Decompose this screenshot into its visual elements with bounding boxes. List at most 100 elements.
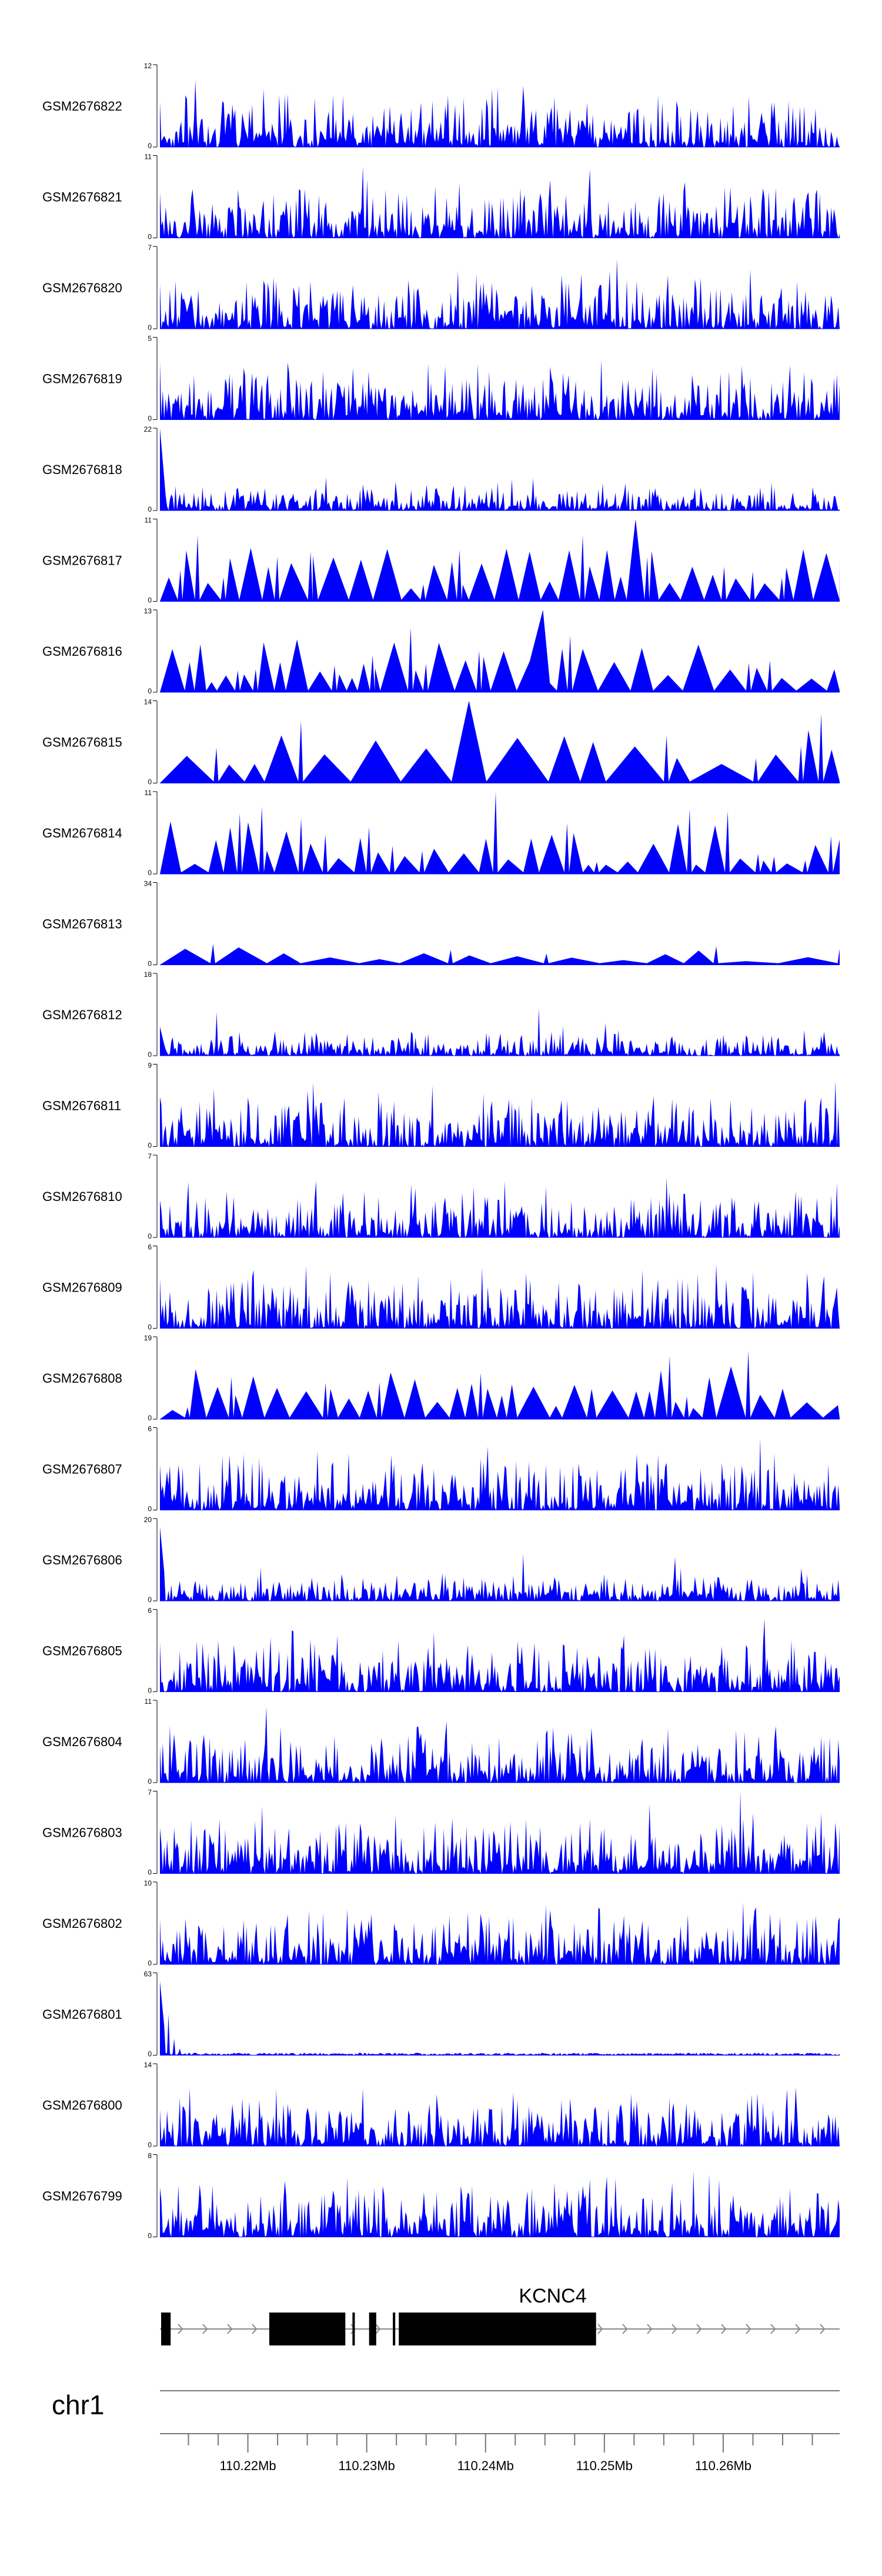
track-GSM2676812: GSM2676812 18 0 xyxy=(42,970,840,1059)
track-GSM2676814: GSM2676814 11 0 xyxy=(42,789,840,877)
y-max-label: 13 xyxy=(144,607,152,615)
track-label: GSM2676809 xyxy=(42,1280,122,1295)
strand-arrow xyxy=(350,2324,356,2334)
track-label: GSM2676819 xyxy=(42,372,122,386)
track-label: GSM2676810 xyxy=(42,1189,122,1204)
track-label: GSM2676815 xyxy=(42,735,122,750)
strand-arrow xyxy=(375,2324,381,2334)
track-GSM2676816: GSM2676816 13 0 xyxy=(42,607,840,695)
exon xyxy=(307,2313,322,2345)
coverage-area xyxy=(160,80,840,147)
track-label: GSM2676817 xyxy=(42,553,122,568)
y-zero-label: 0 xyxy=(148,1777,152,1786)
coverage-area xyxy=(160,1438,840,1510)
strand-arrow xyxy=(671,2324,677,2334)
tick-label: 110.24Mb xyxy=(457,2458,514,2473)
coverage-area xyxy=(160,2171,840,2237)
strand-arrow xyxy=(252,2324,258,2334)
y-max-label: 6 xyxy=(148,1243,152,1252)
track-GSM2676801: GSM2676801 63 0 xyxy=(42,1970,840,2058)
coverage-area xyxy=(160,1981,840,2056)
y-zero-label: 0 xyxy=(148,233,152,241)
track-GSM2676815: GSM2676815 14 0 xyxy=(42,698,840,786)
y-max-label: 8 xyxy=(148,2152,152,2160)
track-GSM2676799: GSM2676799 8 0 xyxy=(42,2152,840,2240)
y-zero-label: 0 xyxy=(148,1687,152,1695)
coverage-area xyxy=(160,792,840,874)
y-max-label: 20 xyxy=(144,1516,152,1524)
track-label: GSM2676804 xyxy=(42,1734,122,1749)
y-max-label: 34 xyxy=(144,880,152,888)
track-GSM2676804: GSM2676804 11 0 xyxy=(42,1697,840,1786)
tick-label: 110.22Mb xyxy=(219,2458,276,2473)
tick-label: 110.23Mb xyxy=(339,2458,395,2473)
coverage-area xyxy=(160,1264,840,1329)
y-zero-label: 0 xyxy=(148,2141,152,2149)
track-label: GSM2676805 xyxy=(42,1644,122,1659)
y-zero-label: 0 xyxy=(148,1323,152,1332)
track-label: GSM2676800 xyxy=(42,2098,122,2113)
track-label: GSM2676812 xyxy=(42,1007,122,1022)
exon xyxy=(161,2313,171,2345)
y-max-label: 18 xyxy=(144,970,152,979)
strand-arrow xyxy=(178,2324,183,2334)
coverage-area xyxy=(160,2087,840,2146)
track-label: GSM2676821 xyxy=(42,190,122,205)
coverage-area xyxy=(160,1527,840,1601)
coverage-area xyxy=(160,258,840,329)
y-max-label: 7 xyxy=(148,243,152,252)
y-max-label: 11 xyxy=(145,789,152,797)
track-label: GSM2676814 xyxy=(42,826,122,840)
y-zero-label: 0 xyxy=(148,1414,152,1422)
y-max-label: 63 xyxy=(144,1970,152,1978)
chromosome-label: chr1 xyxy=(52,2390,104,2420)
track-label: GSM2676820 xyxy=(42,281,122,295)
track-label: GSM2676802 xyxy=(42,1916,122,1931)
track-label: GSM2676822 xyxy=(42,99,122,114)
y-max-label: 9 xyxy=(148,1062,152,1070)
coverage-area xyxy=(160,610,840,692)
y-zero-label: 0 xyxy=(148,1596,152,1604)
track-GSM2676805: GSM2676805 6 0 xyxy=(42,1607,840,1695)
strand-arrow xyxy=(795,2324,801,2334)
coverage-area xyxy=(160,944,840,965)
track-GSM2676811: GSM2676811 9 0 xyxy=(42,1062,840,1150)
y-zero-label: 0 xyxy=(148,505,152,513)
coverage-area xyxy=(160,1791,840,1874)
coverage-area xyxy=(160,166,840,238)
track-GSM2676808: GSM2676808 19 0 xyxy=(42,1334,840,1422)
track-GSM2676806: GSM2676806 20 0 xyxy=(42,1516,840,1604)
track-GSM2676817: GSM2676817 11 0 xyxy=(42,516,840,605)
track-label: GSM2676806 xyxy=(42,1553,122,1567)
coverage-area xyxy=(160,428,840,510)
exon xyxy=(393,2313,396,2345)
strand-arrow xyxy=(202,2324,208,2334)
y-zero-label: 0 xyxy=(148,2232,152,2240)
track-label: GSM2676807 xyxy=(42,1462,122,1477)
y-zero-label: 0 xyxy=(148,869,152,877)
exon xyxy=(399,2313,596,2345)
y-zero-label: 0 xyxy=(148,323,152,332)
y-max-label: 14 xyxy=(144,698,152,706)
coverage-tracks: GSM2676822120GSM2676821110GSM267682070GS… xyxy=(42,62,840,2240)
coverage-area xyxy=(160,1902,840,1964)
y-max-label: 19 xyxy=(144,1334,152,1342)
track-label: GSM2676811 xyxy=(42,1099,121,1113)
y-zero-label: 0 xyxy=(148,2050,152,2058)
exon xyxy=(369,2313,376,2345)
y-max-label: 11 xyxy=(145,1697,152,1706)
tick-label: 110.25Mb xyxy=(576,2458,633,2473)
gene-track: KCNC4 xyxy=(160,2285,840,2345)
y-max-label: 22 xyxy=(144,425,152,433)
tick-label: 110.26Mb xyxy=(695,2458,751,2473)
y-zero-label: 0 xyxy=(148,1232,152,1240)
strand-arrow xyxy=(746,2324,751,2334)
track-GSM2676803: GSM2676803 7 0 xyxy=(42,1788,840,1877)
y-max-label: 6 xyxy=(148,1425,152,1433)
coverage-area xyxy=(160,700,840,783)
y-zero-label: 0 xyxy=(148,778,152,786)
coverage-area xyxy=(160,1350,840,1419)
strand-arrow xyxy=(820,2324,826,2334)
coverage-area xyxy=(160,1618,840,1692)
